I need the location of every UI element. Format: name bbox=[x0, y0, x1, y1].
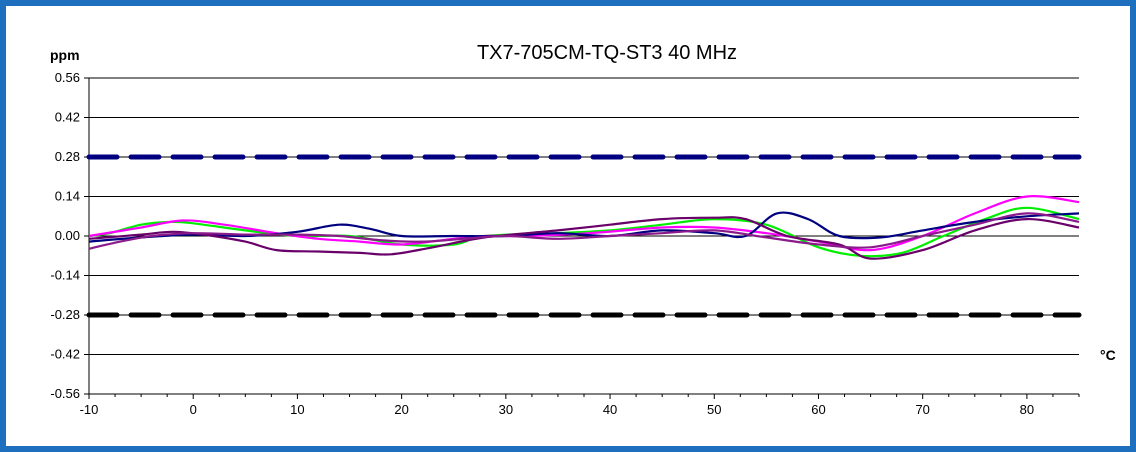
y-tick-label: 0.42 bbox=[55, 110, 80, 125]
x-tick-label: 40 bbox=[603, 402, 617, 417]
y-tick-labels: 0.56 0.42 0.28 0.14 0.00 -0.14 -0.28 -0.42 -0.56 bbox=[50, 70, 80, 401]
y-tick-label: 0.00 bbox=[55, 228, 80, 243]
x-tick-label: 0 bbox=[190, 402, 197, 417]
series-line bbox=[88, 216, 1080, 260]
x-tick-label: 30 bbox=[499, 402, 513, 417]
x-tick-label: -10 bbox=[80, 402, 99, 417]
x-tick-label: 80 bbox=[1020, 402, 1034, 417]
y-tick-label: 0.56 bbox=[55, 70, 80, 85]
series-line bbox=[88, 212, 1080, 250]
x-tick-label: 70 bbox=[915, 402, 929, 417]
series-group bbox=[88, 195, 1080, 260]
y-axis-unit-label: ppm bbox=[50, 47, 80, 63]
x-tick-label: 50 bbox=[707, 402, 721, 417]
x-tick-label: 60 bbox=[811, 402, 825, 417]
y-tick-label: -0.28 bbox=[50, 307, 80, 322]
y-tick-label: 0.28 bbox=[55, 149, 80, 164]
x-tick-label: 10 bbox=[290, 402, 304, 417]
y-tick-label: -0.14 bbox=[50, 268, 80, 283]
chart-title: TX7-705CM-TQ-ST3 40 MHz bbox=[477, 42, 737, 64]
x-tick-labels: -10 0 10 20 30 40 50 60 70 80 bbox=[80, 402, 1035, 417]
limit-lines bbox=[86, 154, 1082, 318]
y-tick-label: 0.14 bbox=[55, 189, 80, 204]
x-axis-unit-label: °C bbox=[1100, 347, 1116, 363]
x-tick-label: 20 bbox=[394, 402, 408, 417]
y-tick-label: -0.42 bbox=[50, 347, 80, 362]
y-tick-label: -0.56 bbox=[50, 386, 80, 401]
